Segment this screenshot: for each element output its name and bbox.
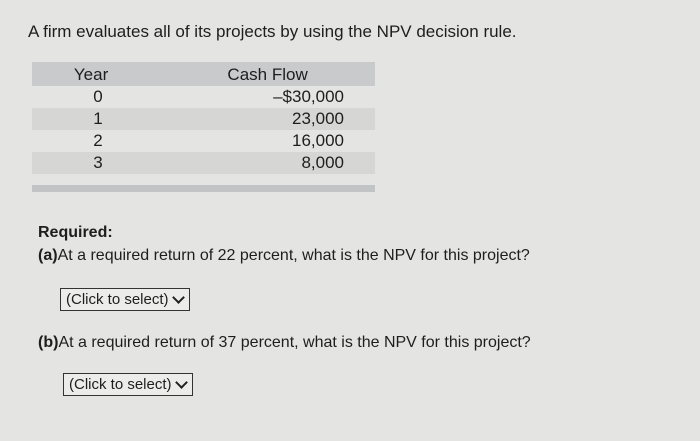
required-heading: Required: [38, 224, 113, 241]
part-a-select[interactable]: (Click to select) [60, 288, 190, 311]
table-row: 1 23,000 [32, 108, 375, 130]
header-cash-flow: Cash Flow [227, 65, 308, 84]
part-b-select[interactable]: (Click to select) [63, 373, 193, 396]
year-cell: 1 [93, 109, 103, 128]
table-header: Year Cash Flow [32, 62, 375, 86]
part-a-label: (a) [38, 247, 58, 264]
year-cell: 2 [93, 131, 103, 150]
cash-flow-cell: 23,000 [292, 109, 344, 128]
table-row: 3 8,000 [32, 152, 375, 174]
header-year: Year [73, 65, 109, 84]
table-row: 2 16,000 [32, 130, 375, 152]
cash-flow-table: Year Cash Flow 0 –$30,000 1 23,000 2 16,… [32, 62, 375, 174]
year-cell: 0 [93, 87, 103, 106]
part-b-question: (b)At a required return of 37 percent, w… [38, 334, 531, 352]
chevron-down-icon [174, 375, 188, 389]
cash-flow-cell: 16,000 [292, 131, 344, 150]
part-b-label: (b) [38, 334, 59, 351]
part-a-text: At a required return of 22 percent, what… [57, 247, 530, 264]
table-row: 0 –$30,000 [32, 86, 375, 108]
part-b-select-value: (Click to select) [69, 376, 172, 393]
cash-flow-cell: –$30,000 [273, 87, 344, 106]
question-text: A firm evaluates all of its projects by … [28, 22, 517, 41]
part-b-text: At a required return of 37 percent, what… [58, 334, 531, 351]
year-cell: 3 [93, 153, 103, 172]
part-a-select-value: (Click to select) [66, 291, 169, 308]
table-footer-bar [32, 185, 375, 192]
part-a-question: (a)At a required return of 22 percent, w… [38, 247, 530, 265]
chevron-down-icon [171, 290, 185, 304]
cash-flow-cell: 8,000 [301, 153, 344, 172]
